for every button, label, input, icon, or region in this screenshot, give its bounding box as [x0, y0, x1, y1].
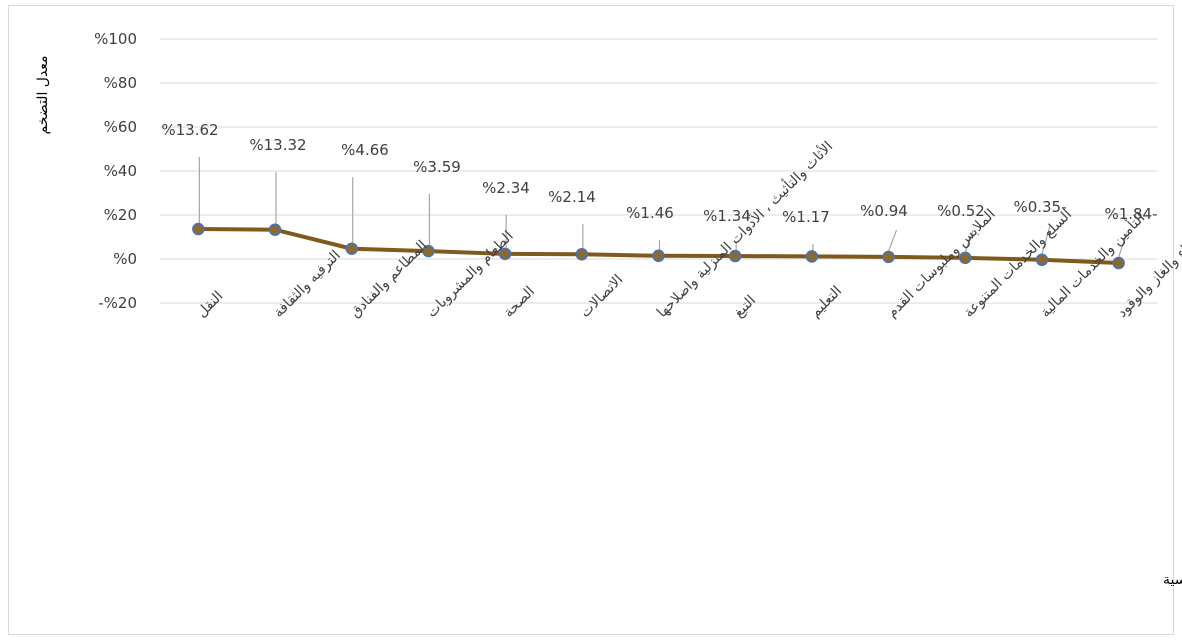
data-label: %3.59	[413, 158, 461, 176]
category-label: النقل	[194, 288, 227, 321]
chart-frame	[8, 5, 1174, 635]
y-axis-title: معدل التضخم	[35, 55, 51, 134]
data-point	[498, 247, 512, 261]
data-point	[422, 244, 435, 258]
data-label: %4.66	[341, 141, 389, 159]
data-point	[959, 251, 972, 265]
y-tick-label: -%20	[98, 294, 137, 312]
data-point	[575, 248, 589, 261]
y-tick-label: %20	[104, 206, 137, 224]
category-label: التبغ	[731, 292, 759, 320]
data-point	[268, 223, 282, 236]
data-label: %13.32	[249, 136, 306, 154]
y-tick-label: %0	[113, 250, 137, 268]
category-label: الأثاث والتأثيث ، الأدوات المنزلية واصلا…	[652, 137, 836, 321]
data-label: %0.52	[937, 202, 985, 220]
leader-line	[888, 229, 898, 252]
data-point	[728, 249, 742, 263]
data-labels: %13.62 %13.32 %4.66 %3.59 %2.34 %2.14 %1.46 %1.…	[161, 121, 1157, 226]
y-tick-label: %40	[104, 162, 137, 180]
category-label: الصحة	[501, 283, 538, 320]
data-label: %1.46	[626, 204, 674, 222]
y-tick-label: %80	[104, 74, 137, 92]
data-point	[652, 249, 665, 263]
data-point	[345, 242, 358, 255]
category-label: التعليم	[807, 283, 845, 321]
data-point	[1035, 253, 1049, 267]
category-labels: النقل الترفيه والثقافة المطاعم والفنادقالط…	[194, 137, 1182, 321]
y-tick-label: %60	[104, 118, 137, 136]
data-label: %2.34	[482, 179, 530, 197]
data-label: %0.94	[860, 202, 908, 220]
data-point	[192, 222, 205, 236]
data-label: %1.34	[703, 207, 751, 225]
y-tick-label: %100	[94, 30, 137, 48]
data-point	[1112, 256, 1125, 270]
data-label-leaders	[198, 157, 1128, 258]
data-label: %2.14	[548, 188, 596, 206]
data-label: %13.62	[161, 121, 218, 139]
data-label: %1.17	[782, 208, 830, 226]
category-label: الاتصالات	[577, 272, 626, 321]
y-tick-labels: -%20 %0 %20 %40 %60 %80 %100	[94, 30, 137, 312]
leader-line	[964, 229, 974, 253]
data-label: %0.35-	[1013, 198, 1066, 216]
data-label: %1.84-	[1104, 205, 1157, 223]
x-axis-title: مجموعات الانفاق الرئيسية	[1163, 572, 1182, 588]
series-markers	[192, 222, 1125, 270]
data-point	[882, 250, 895, 264]
leader-line	[1118, 232, 1128, 258]
data-point	[805, 250, 819, 263]
leader-line	[1041, 225, 1051, 254]
